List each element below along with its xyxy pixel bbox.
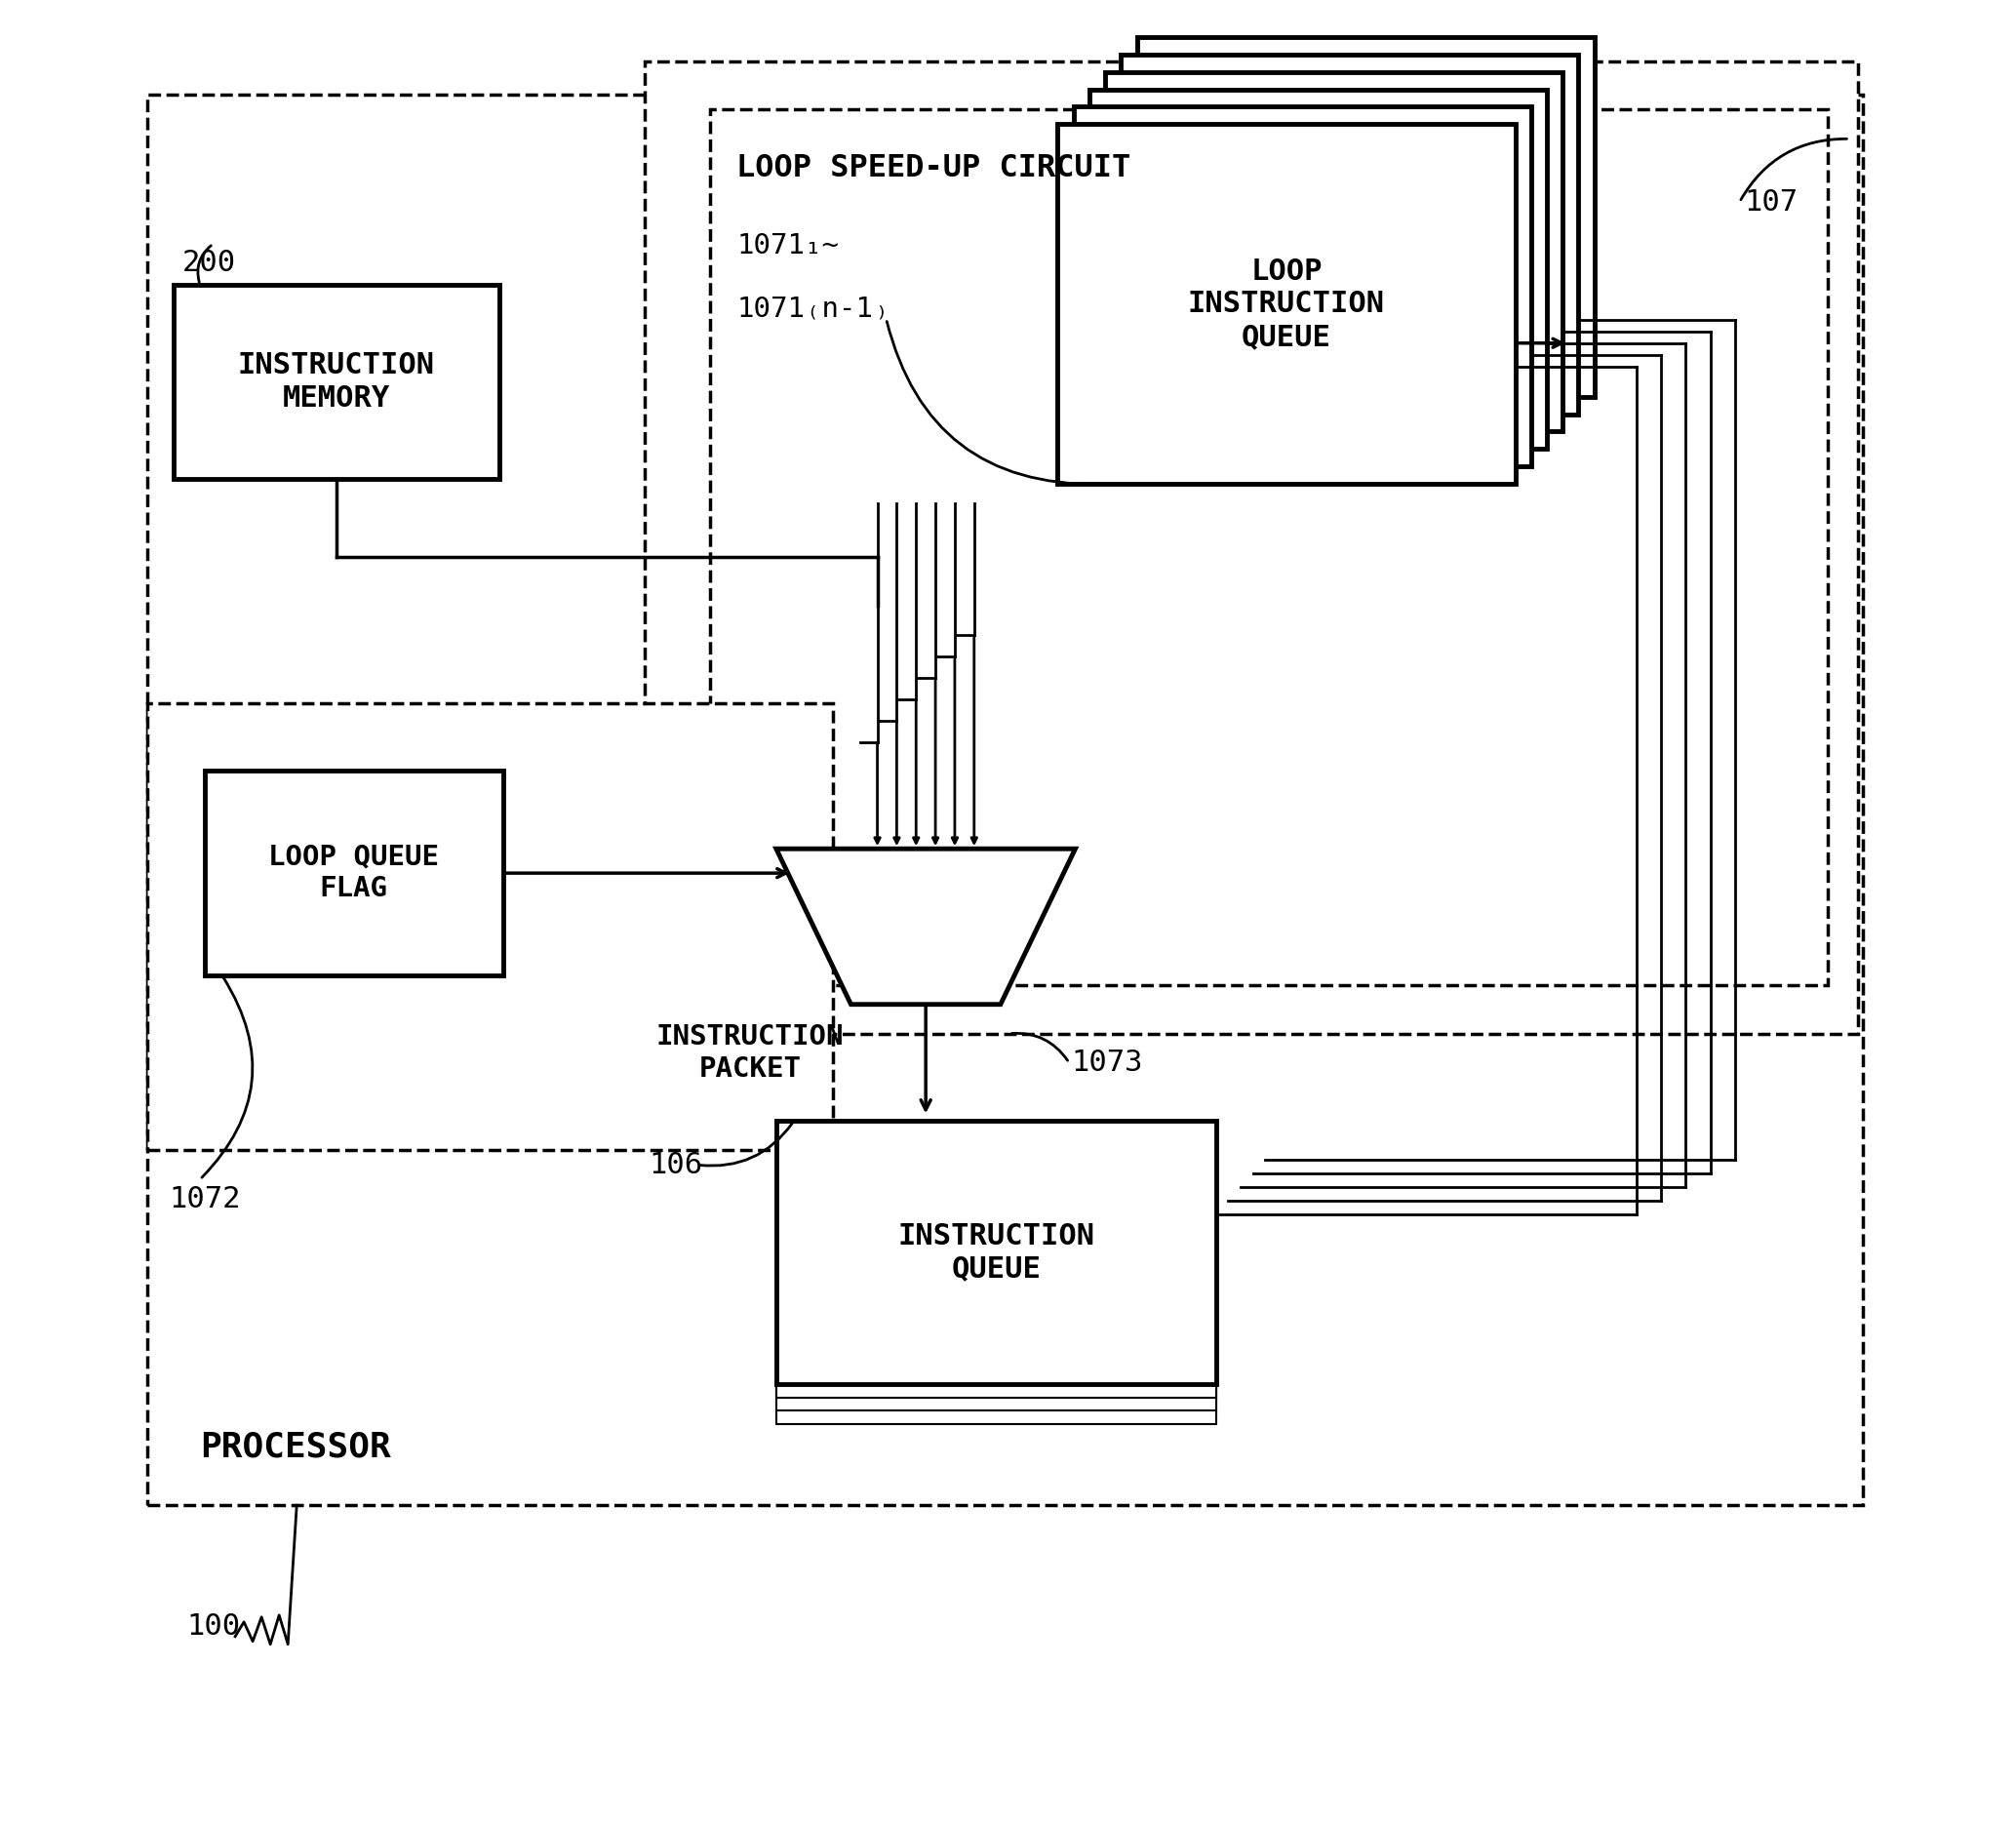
Text: 1071₁~: 1071₁~ <box>736 232 839 259</box>
Text: PROCESSOR: PROCESSOR <box>200 1430 391 1463</box>
Bar <box>204 772 504 976</box>
Text: 200: 200 <box>181 250 236 277</box>
Bar <box>645 60 1859 1034</box>
Bar <box>776 1149 1216 1412</box>
Text: 1072: 1072 <box>169 1186 240 1213</box>
Polygon shape <box>776 848 1075 1005</box>
Bar <box>147 95 1863 1505</box>
Bar <box>1121 55 1579 414</box>
Text: INSTRUCTION
PACKET: INSTRUCTION PACKET <box>655 1023 843 1082</box>
Bar <box>776 1135 1216 1397</box>
Bar <box>147 702 833 1151</box>
Bar <box>776 1162 1216 1425</box>
Bar <box>1105 71 1562 432</box>
Bar <box>1137 36 1595 396</box>
Text: 107: 107 <box>1744 188 1798 217</box>
Text: LOOP
INSTRUCTION
QUEUE: LOOP INSTRUCTION QUEUE <box>1187 257 1385 350</box>
Text: LOOP QUEUE
FLAG: LOOP QUEUE FLAG <box>268 845 439 903</box>
Bar <box>1075 108 1530 467</box>
Bar <box>776 1122 1216 1384</box>
Text: LOOP SPEED-UP CIRCUIT: LOOP SPEED-UP CIRCUIT <box>736 153 1131 182</box>
Text: INSTRUCTION
MEMORY: INSTRUCTION MEMORY <box>238 352 435 412</box>
Bar <box>776 1189 1216 1452</box>
Text: 1073: 1073 <box>1070 1049 1143 1076</box>
Text: 106: 106 <box>649 1151 702 1178</box>
Text: 1071₍n-1₎: 1071₍n-1₎ <box>736 295 891 323</box>
Bar <box>710 109 1826 985</box>
Bar <box>173 285 500 480</box>
Bar <box>1058 124 1516 483</box>
Bar <box>1089 89 1546 449</box>
Text: INSTRUCTION
QUEUE: INSTRUCTION QUEUE <box>897 1222 1095 1282</box>
Bar <box>776 1175 1216 1437</box>
Text: 100: 100 <box>187 1612 240 1642</box>
